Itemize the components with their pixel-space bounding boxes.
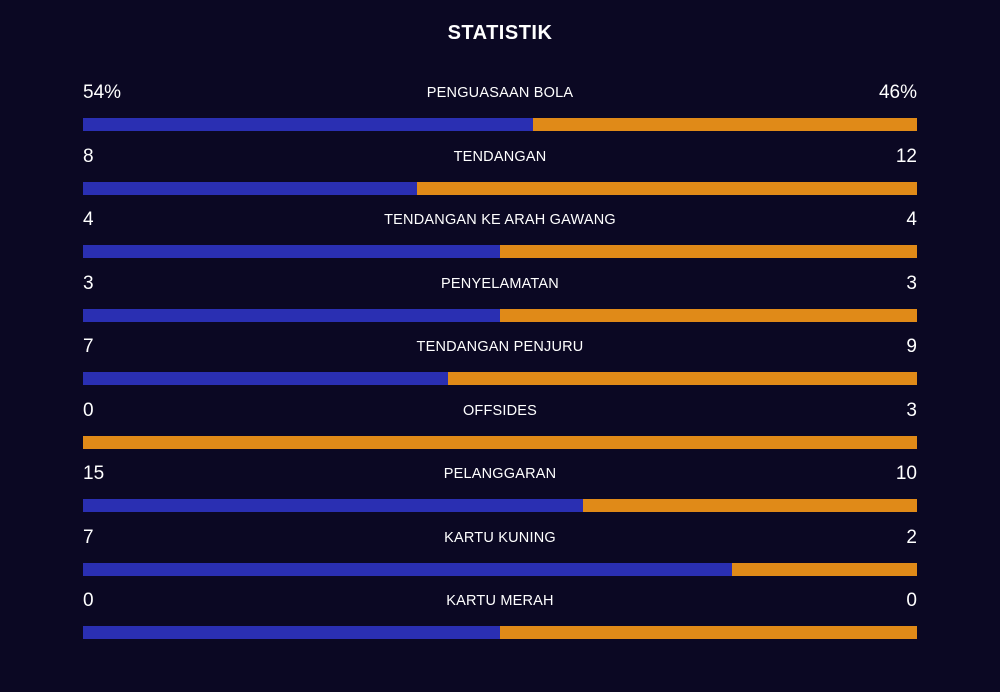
stat-header: 15 PELANGGARAN 10	[83, 461, 917, 489]
stat-label: KARTU MERAH	[446, 593, 554, 609]
stat-row-pelanggaran: 15 PELANGGARAN 10	[83, 461, 917, 525]
stat-row-kartu-kuning: 7 KARTU KUNING 2	[83, 525, 917, 589]
comparison-bar	[83, 245, 917, 258]
home-bar	[83, 372, 448, 385]
stat-label: TENDANGAN PENJURU	[416, 339, 584, 355]
home-value: 4	[83, 209, 94, 230]
home-bar	[83, 118, 534, 131]
away-value: 46%	[878, 82, 917, 103]
stat-label: PENYELAMATAN	[441, 275, 559, 292]
away-value: 0	[906, 590, 917, 611]
away-value: 2	[906, 526, 917, 548]
home-value: 7	[83, 336, 94, 357]
home-bar	[83, 181, 417, 195]
stat-row-penguasaan-bola: 54% PENGUASAAN BOLA 46%	[83, 80, 917, 144]
away-bar	[533, 118, 917, 131]
comparison-bar	[83, 308, 917, 322]
stat-header: 8 TENDANGAN 12	[83, 144, 917, 172]
away-value: 10	[895, 463, 917, 484]
stats-list: 54% PENGUASAAN BOLA 46% 8 TENDANGAN 12 4…	[83, 80, 917, 652]
comparison-bar	[83, 626, 917, 639]
comparison-bar	[83, 181, 917, 195]
stat-header: 4 TENDANGAN KE ARAH GAWANG 4	[83, 207, 917, 235]
away-value: 3	[906, 399, 917, 421]
stat-row-tendangan-ke-arah-gawang: 4 TENDANGAN KE ARAH GAWANG 4	[83, 207, 917, 271]
home-bar	[83, 562, 732, 576]
comparison-bar	[83, 372, 917, 385]
away-bar	[83, 435, 917, 449]
away-value: 4	[906, 209, 917, 230]
stat-label: TENDANGAN	[453, 148, 547, 165]
stat-row-tendangan-penjuru: 7 TENDANGAN PENJURU 9	[83, 334, 917, 398]
stat-label: PELANGGARAN	[443, 466, 557, 482]
away-bar	[500, 245, 917, 258]
home-value: 8	[83, 145, 94, 167]
away-value: 12	[895, 145, 917, 167]
stat-header: 3 PENYELAMATAN 3	[83, 271, 917, 299]
comparison-bar	[83, 499, 917, 512]
stat-row-penyelamatan: 3 PENYELAMATAN 3	[83, 271, 917, 335]
stat-header: 0 OFFSIDES 3	[83, 398, 917, 426]
stat-header: 54% PENGUASAAN BOLA 46%	[83, 80, 917, 108]
stat-label: KARTU KUNING	[444, 529, 556, 546]
comparison-bar	[83, 562, 917, 576]
stat-label: TENDANGAN KE ARAH GAWANG	[384, 212, 616, 228]
home-bar	[83, 499, 584, 512]
home-value: 0	[83, 590, 94, 611]
home-value: 15	[83, 463, 105, 484]
stat-row-kartu-merah: 0 KARTU MERAH 0	[83, 588, 917, 652]
away-bar	[500, 626, 917, 639]
home-bar	[83, 245, 500, 258]
stat-header: 7 KARTU KUNING 2	[83, 525, 917, 553]
away-value: 9	[906, 336, 917, 357]
home-bar	[83, 626, 500, 639]
away-value: 3	[906, 272, 917, 294]
away-bar	[500, 308, 917, 322]
away-bar	[731, 562, 917, 576]
away-bar	[583, 499, 917, 512]
home-value: 54%	[83, 82, 122, 103]
stat-header: 0 KARTU MERAH 0	[83, 588, 917, 616]
home-value: 0	[83, 399, 94, 421]
away-bar	[447, 372, 917, 385]
comparison-bar	[83, 435, 917, 449]
stat-label: OFFSIDES	[462, 402, 538, 419]
comparison-bar	[83, 118, 917, 131]
home-bar	[83, 308, 500, 322]
away-bar	[416, 181, 917, 195]
stat-label: PENGUASAAN BOLA	[426, 85, 574, 101]
stat-header: 7 TENDANGAN PENJURU 9	[83, 334, 917, 362]
stat-row-tendangan: 8 TENDANGAN 12	[83, 144, 917, 208]
home-value: 7	[83, 526, 94, 548]
home-value: 3	[83, 272, 94, 294]
stat-row-offsides: 0 OFFSIDES 3	[83, 398, 917, 462]
page-title: STATISTIK	[447, 22, 553, 44]
